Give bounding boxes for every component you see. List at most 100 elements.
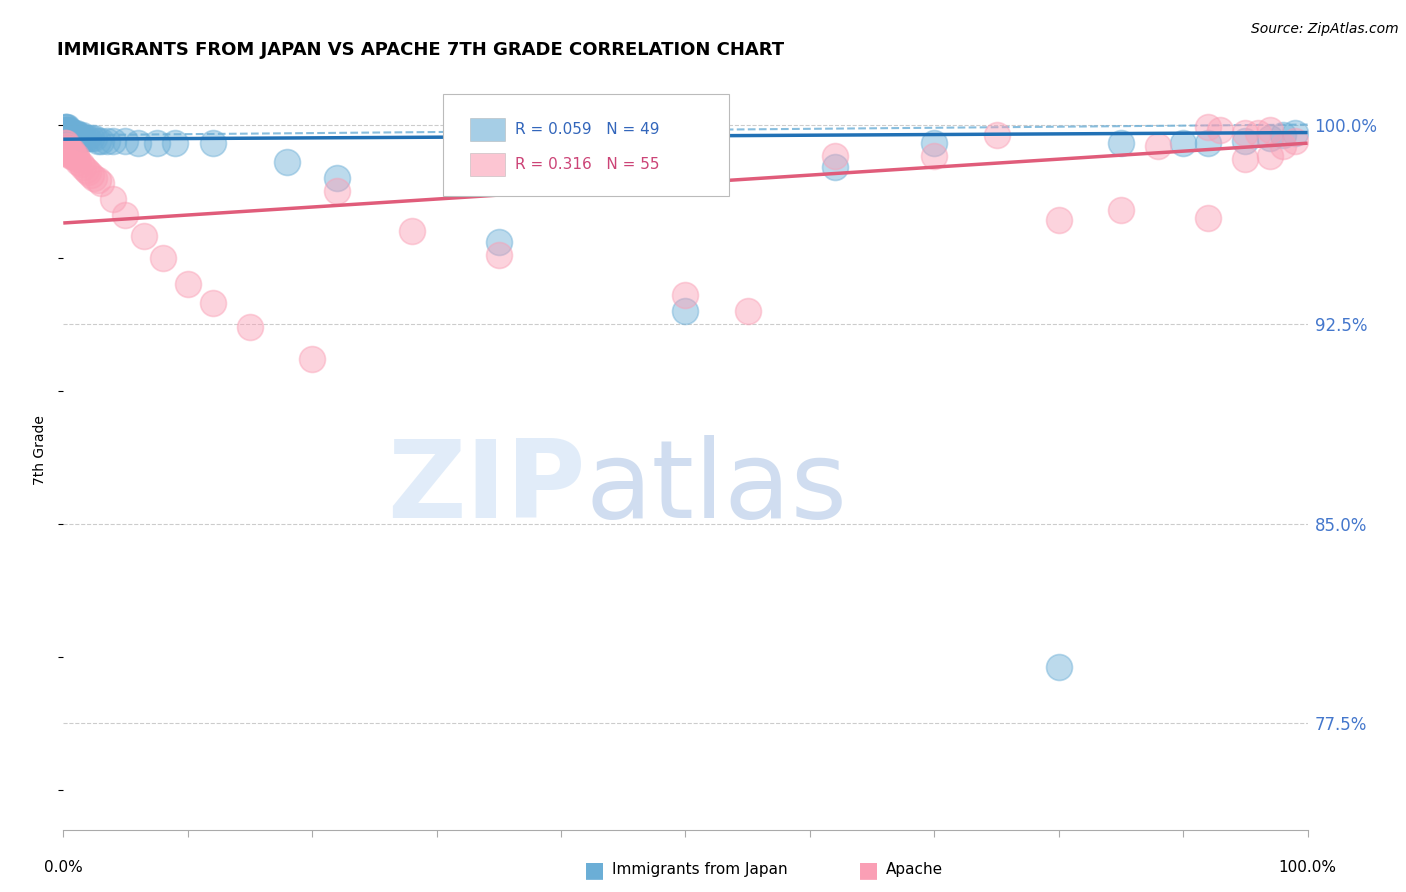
Point xyxy=(62,128,84,143)
Text: Apache: Apache xyxy=(886,863,943,877)
Point xyxy=(152,251,174,265)
Point xyxy=(59,144,82,158)
Point xyxy=(55,126,77,140)
Point xyxy=(58,141,80,155)
Point xyxy=(737,303,759,318)
Text: 0.0%: 0.0% xyxy=(44,860,83,875)
Point xyxy=(924,136,946,151)
Point xyxy=(72,131,94,145)
Point xyxy=(1197,136,1219,151)
Point xyxy=(96,134,118,148)
Point xyxy=(326,184,349,198)
Point xyxy=(87,134,110,148)
Point xyxy=(101,134,124,148)
FancyBboxPatch shape xyxy=(470,119,505,141)
Point xyxy=(924,149,946,163)
Point xyxy=(53,141,76,155)
Point xyxy=(301,351,323,366)
Point xyxy=(1209,123,1232,137)
Point xyxy=(114,134,136,148)
Point xyxy=(145,136,167,151)
Point xyxy=(63,149,86,163)
FancyBboxPatch shape xyxy=(470,153,505,176)
Point xyxy=(90,134,112,148)
Point xyxy=(67,154,90,169)
Point xyxy=(75,162,97,177)
Point xyxy=(56,120,79,135)
Point xyxy=(56,139,79,153)
Text: R = 0.059   N = 49: R = 0.059 N = 49 xyxy=(515,122,659,137)
Point xyxy=(165,136,187,151)
Point xyxy=(67,128,90,143)
Text: ■: ■ xyxy=(583,860,605,880)
Point xyxy=(70,128,93,143)
Point xyxy=(55,144,77,158)
Point xyxy=(63,126,86,140)
Point xyxy=(134,229,156,244)
Point xyxy=(488,235,510,249)
Point xyxy=(1258,131,1281,145)
Text: R = 0.316   N = 55: R = 0.316 N = 55 xyxy=(515,157,659,172)
Point xyxy=(56,126,79,140)
Point xyxy=(58,123,80,137)
Point xyxy=(53,123,76,137)
Point xyxy=(59,126,82,140)
Point xyxy=(1047,213,1070,227)
Point xyxy=(1234,126,1257,140)
Point xyxy=(55,136,77,151)
Point xyxy=(60,126,83,140)
Point xyxy=(87,173,110,187)
Point xyxy=(177,277,200,292)
Point xyxy=(60,144,83,158)
Point xyxy=(101,192,124,206)
Point xyxy=(77,131,100,145)
Point xyxy=(79,131,101,145)
Point xyxy=(69,128,91,143)
Point xyxy=(1284,126,1306,140)
Point xyxy=(1109,202,1132,217)
Point xyxy=(127,136,149,151)
Point xyxy=(60,149,83,163)
Point xyxy=(1271,128,1294,143)
FancyBboxPatch shape xyxy=(443,95,728,196)
Point xyxy=(276,154,298,169)
Point xyxy=(675,303,697,318)
Point xyxy=(239,319,262,334)
Point xyxy=(79,168,101,182)
Point xyxy=(56,144,79,158)
Point xyxy=(58,123,80,137)
Point xyxy=(1284,134,1306,148)
Text: IMMIGRANTS FROM JAPAN VS APACHE 7TH GRADE CORRELATION CHART: IMMIGRANTS FROM JAPAN VS APACHE 7TH GRAD… xyxy=(58,41,785,59)
Point xyxy=(56,123,79,137)
Point xyxy=(59,128,82,143)
Point xyxy=(62,146,84,161)
Point xyxy=(72,160,94,174)
Text: Source: ZipAtlas.com: Source: ZipAtlas.com xyxy=(1251,22,1399,37)
Point xyxy=(65,149,87,163)
Point xyxy=(75,131,97,145)
Text: 100.0%: 100.0% xyxy=(1278,860,1337,875)
Point xyxy=(55,120,77,135)
Point xyxy=(1247,126,1270,140)
Point xyxy=(1197,211,1219,225)
Point xyxy=(986,128,1008,143)
Point xyxy=(90,176,112,190)
Point xyxy=(824,149,846,163)
Point xyxy=(401,224,423,238)
Point xyxy=(326,170,349,185)
Y-axis label: 7th Grade: 7th Grade xyxy=(34,416,48,485)
Text: ■: ■ xyxy=(858,860,879,880)
Point xyxy=(824,160,846,174)
Point xyxy=(1047,660,1070,674)
Point xyxy=(201,295,224,310)
Point xyxy=(1109,136,1132,151)
Point xyxy=(58,126,80,140)
Point xyxy=(675,288,697,302)
Point xyxy=(83,131,105,145)
Point xyxy=(58,128,80,143)
Point xyxy=(66,128,89,143)
Point xyxy=(69,157,91,171)
Point xyxy=(59,149,82,163)
Point xyxy=(1271,139,1294,153)
Point xyxy=(1234,152,1257,166)
